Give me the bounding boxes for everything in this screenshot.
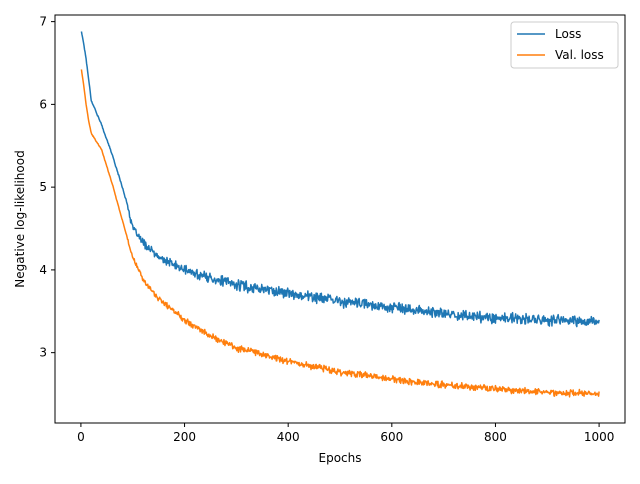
legend-label: Val. loss <box>555 48 604 62</box>
x-tick-label: 1000 <box>584 430 615 444</box>
axes-frame <box>54 14 626 424</box>
x-tick-label: 600 <box>380 430 403 444</box>
y-tick-label: 3 <box>39 346 47 360</box>
y-tick-label: 7 <box>39 15 47 29</box>
axis-ticks: 0 200 400 600 800 1000 3 4 5 6 7 <box>39 15 614 444</box>
x-tick-label: 200 <box>173 430 196 444</box>
legend-label: Loss <box>555 27 581 41</box>
x-tick-label: 800 <box>484 430 507 444</box>
series-line-loss <box>80 31 600 328</box>
legend: Loss Val. loss <box>510 21 619 69</box>
series-line-val-loss <box>80 69 600 398</box>
y-tick-label: 5 <box>39 180 47 194</box>
x-tick-label: 400 <box>277 430 300 444</box>
x-axis-label: Epochs <box>319 451 362 465</box>
y-tick-label: 6 <box>39 97 47 111</box>
plot-area <box>80 31 600 398</box>
x-tick-label: 0 <box>77 430 85 444</box>
y-tick-label: 4 <box>39 263 47 277</box>
y-axis-label: Negative log-likelihood <box>13 150 27 287</box>
